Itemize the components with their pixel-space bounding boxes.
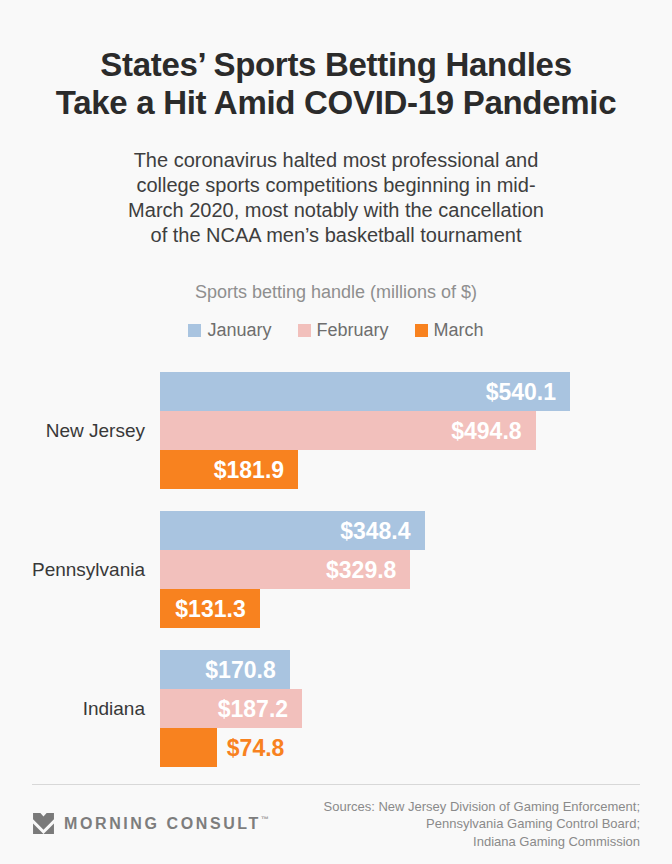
bar-group-indiana: Indiana$170.8 $187.2 $74.8 bbox=[0, 650, 672, 767]
legend-label: January bbox=[207, 320, 271, 341]
bar-row-march: $181.9 bbox=[160, 450, 570, 489]
sources-text: Sources: New Jersey Division of Gaming E… bbox=[324, 798, 640, 851]
value-label: $181.9 bbox=[160, 456, 284, 483]
bar-group-new-jersey: New Jersey$540.1 $494.8 $181.9 bbox=[0, 372, 672, 489]
chart-title: Sports betting handle (millions of $) bbox=[0, 282, 672, 303]
bar-group-pennsylvania: Pennsylvania$348.4 $329.8 $131.3 bbox=[0, 511, 672, 628]
legend-swatch-january bbox=[188, 324, 201, 337]
morning-consult-logo: MORNING CONSULT™ bbox=[32, 812, 269, 835]
value-label: $348.4 bbox=[160, 517, 411, 544]
bar-row-january: $170.8 bbox=[160, 650, 302, 689]
footer-divider bbox=[32, 784, 640, 785]
bar-chart: New Jersey$540.1 $494.8 $181.9 Pennsylvania… bbox=[0, 372, 672, 767]
infographic: States’ Sports Betting Handles Take a Hi… bbox=[0, 0, 672, 864]
subtitle-line3: March 2020, most notably with the cancel… bbox=[0, 198, 672, 223]
morning-consult-m-icon bbox=[32, 812, 55, 835]
legend-label: March bbox=[434, 320, 484, 341]
bar-row-january: $348.4 bbox=[160, 511, 425, 550]
footer: MORNING CONSULT™ Sources: New Jersey Div… bbox=[32, 784, 640, 851]
sources-line2: Pennsylvania Gaming Control Board; bbox=[324, 815, 640, 833]
legend-item-january: January bbox=[188, 320, 271, 341]
value-label: $170.8 bbox=[160, 656, 276, 683]
bar-row-february: $187.2 bbox=[160, 689, 302, 728]
trademark-mark: ™ bbox=[261, 815, 269, 824]
bar-rows: $170.8 $187.2 $74.8 bbox=[160, 650, 302, 767]
page-title-line1: States’ Sports Betting Handles bbox=[0, 46, 672, 84]
legend-label: February bbox=[317, 320, 389, 341]
subtitle-line2: college sports competitions beginning in… bbox=[0, 173, 672, 198]
bar-row-january: $540.1 bbox=[160, 372, 570, 411]
legend-item-march: March bbox=[415, 320, 484, 341]
category-label: Indiana bbox=[0, 650, 160, 767]
sources-line3: Indiana Gaming Commission bbox=[324, 833, 640, 851]
page-title-line2: Take a Hit Amid COVID-19 Pandemic bbox=[0, 84, 672, 122]
bar-rows: $348.4 $329.8 $131.3 bbox=[160, 511, 425, 628]
value-label: $74.8 bbox=[227, 734, 285, 761]
legend-item-february: February bbox=[298, 320, 389, 341]
bar-row-february: $494.8 bbox=[160, 411, 570, 450]
value-label: $187.2 bbox=[160, 695, 288, 722]
bar-row-march: $131.3 bbox=[160, 589, 425, 628]
bar-march-indiana bbox=[160, 728, 217, 767]
bar-rows: $540.1 $494.8 $181.9 bbox=[160, 372, 570, 489]
chart-legend: January February March bbox=[0, 320, 672, 341]
subtitle-line4: of the NCAA men’s basketball tournament bbox=[0, 223, 672, 248]
bar-row-march: $74.8 bbox=[160, 728, 302, 767]
legend-swatch-march bbox=[415, 324, 428, 337]
bar-row-february: $329.8 bbox=[160, 550, 425, 589]
value-label: $494.8 bbox=[160, 417, 522, 444]
category-label: Pennsylvania bbox=[0, 511, 160, 628]
subtitle: The coronavirus halted most professional… bbox=[0, 148, 672, 248]
legend-swatch-february bbox=[298, 324, 311, 337]
value-label: $329.8 bbox=[160, 556, 396, 583]
morning-consult-wordmark: MORNING CONSULT™ bbox=[64, 815, 269, 833]
value-label: $540.1 bbox=[160, 378, 556, 405]
category-label: New Jersey bbox=[0, 372, 160, 489]
value-label: $131.3 bbox=[160, 595, 246, 622]
sources-line1: Sources: New Jersey Division of Gaming E… bbox=[324, 798, 640, 816]
page-title: States’ Sports Betting Handles Take a Hi… bbox=[0, 46, 672, 122]
subtitle-line1: The coronavirus halted most professional… bbox=[0, 148, 672, 173]
